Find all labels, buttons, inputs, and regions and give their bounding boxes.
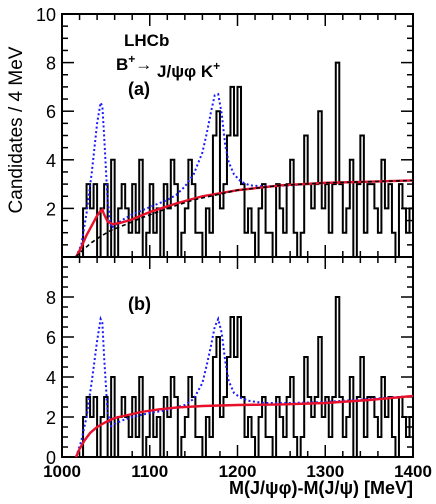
y-tick-label-b: 8 [46,288,56,308]
x-tick-label: 1400 [394,462,432,481]
y-tick-label-a: 8 [46,54,56,74]
y-tick-label-b: 2 [46,408,56,428]
x-axis-label: M(J/ψφ)-M(J/ψ) [MeV] [229,478,413,498]
histogram-b [62,296,413,458]
fit-curves-a [74,92,414,258]
fit-curve-black-dashed-a [75,179,414,258]
panel-label-b: (b) [128,294,151,314]
decay-parent: B [116,55,128,74]
fit-curve-red-solid-b [74,394,414,458]
x-tick-label: 1200 [219,462,257,481]
decay-label: B+→ J/ψφ K+ [116,52,220,81]
decay-charge-2: + [213,59,220,73]
fit-curve-blue-dashed-b [75,315,414,458]
x-tick-label: 1000 [43,462,81,481]
y-tick-label-b: 4 [46,368,56,388]
decay-products: J/ψφ K [152,62,214,81]
x-ticks-b [61,257,414,457]
y-axis-label-a: Candidates / 4 MeV [6,46,27,213]
y-tick-label-a: 4 [46,151,56,171]
x-tick-labels-b: 1000 1100 1200 1300 1400 [43,462,432,481]
decay-charge-1: + [128,52,135,66]
decay-arrow: → [135,55,152,74]
y-tick-label-a: 2 [46,199,56,219]
fit-curve-red-solid-a [74,179,414,258]
y-tick-label-a: 6 [46,102,56,122]
y-tick-labels-b: 0 2 4 6 8 [46,288,56,468]
x-tick-label: 1100 [131,462,168,481]
fit-curves-b [74,315,414,458]
x-tick-label: 1300 [306,462,344,481]
panel-label-a: (a) [128,79,150,99]
y-tick-label-b: 6 [46,328,56,348]
panel-b: 0 2 4 6 8 1000 1100 1200 1300 1400 (b) [43,256,432,481]
y-tick-labels-a: 2 4 6 8 10 [36,5,56,219]
y-tick-label-b: 0 [46,448,56,468]
experiment-label: LHCb [124,31,169,50]
histogram-a [62,61,413,258]
fit-curve-blue-dashed-a [75,92,414,258]
y-tick-label-a: 10 [36,5,56,25]
